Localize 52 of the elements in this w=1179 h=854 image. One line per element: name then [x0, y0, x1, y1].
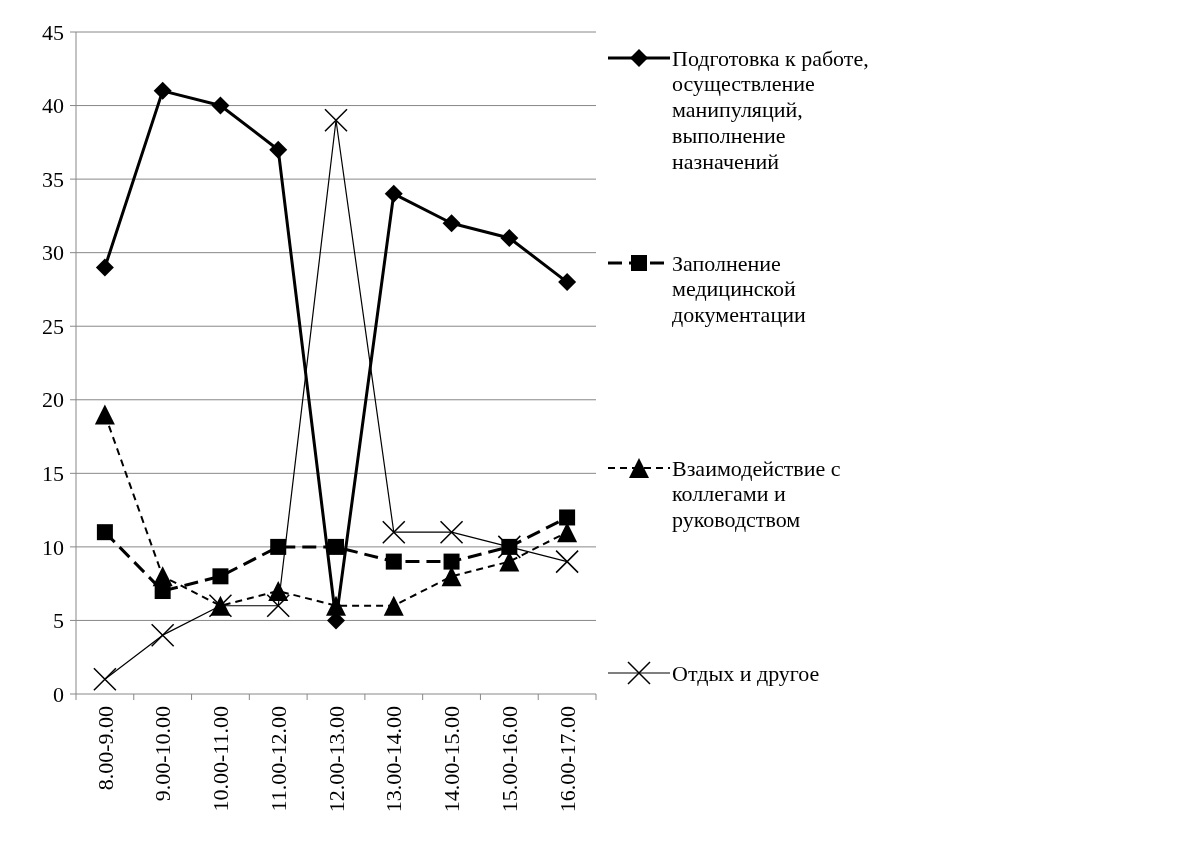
legend-label: Взаимодействие с коллегами и руководством [672, 455, 841, 533]
point [269, 140, 288, 159]
point [153, 81, 172, 100]
x-tick-label: 11.00-12.00 [265, 706, 291, 812]
point [383, 595, 404, 616]
point [326, 595, 346, 616]
x-tick-label: 9.00-10.00 [150, 706, 176, 802]
point [500, 228, 519, 247]
x-tick-label: 14.00-15.00 [439, 706, 465, 813]
x-tick-label: 16.00-17.00 [554, 706, 580, 813]
legend-label: Заполнение медицинской документации [672, 250, 806, 328]
x-tick-label: 10.00-11.00 [208, 706, 234, 812]
point [557, 522, 578, 543]
point [324, 108, 348, 133]
point [93, 667, 117, 692]
point [266, 593, 290, 618]
point [212, 568, 229, 585]
point [95, 258, 114, 277]
y-tick-label: 15 [42, 461, 64, 487]
point [443, 553, 460, 570]
point [382, 520, 406, 544]
point [211, 96, 230, 115]
point [441, 566, 462, 587]
point [150, 623, 175, 647]
x-tick-label: 8.00-9.00 [92, 706, 118, 791]
y-tick-label: 10 [42, 534, 64, 560]
point [152, 566, 173, 587]
point [270, 538, 287, 555]
x-tick-label: 13.00-14.00 [381, 706, 407, 813]
point [555, 549, 579, 574]
y-tick-label: 35 [42, 166, 64, 192]
point [442, 214, 461, 233]
point [439, 520, 464, 544]
legend-label: Подготовка к работе, осуществление манипуляций, выполнение назначений [672, 45, 869, 174]
point [499, 551, 520, 572]
point [385, 553, 402, 570]
point [558, 273, 577, 292]
point [328, 538, 344, 555]
y-tick-label: 30 [42, 240, 64, 266]
point [96, 524, 113, 541]
point [559, 509, 576, 526]
y-tick-label: 25 [42, 313, 64, 339]
y-tick-label: 20 [42, 387, 64, 413]
x-tick-label: 12.00-13.00 [323, 706, 349, 813]
point [94, 404, 115, 425]
y-tick-label: 5 [53, 608, 64, 634]
y-tick-label: 0 [53, 681, 64, 707]
y-tick-label: 45 [42, 19, 64, 45]
legend-label: Отдых и другое [672, 660, 820, 686]
point [384, 184, 403, 203]
x-tick-label: 15.00-16.00 [497, 706, 523, 813]
y-tick-label: 40 [42, 93, 64, 119]
